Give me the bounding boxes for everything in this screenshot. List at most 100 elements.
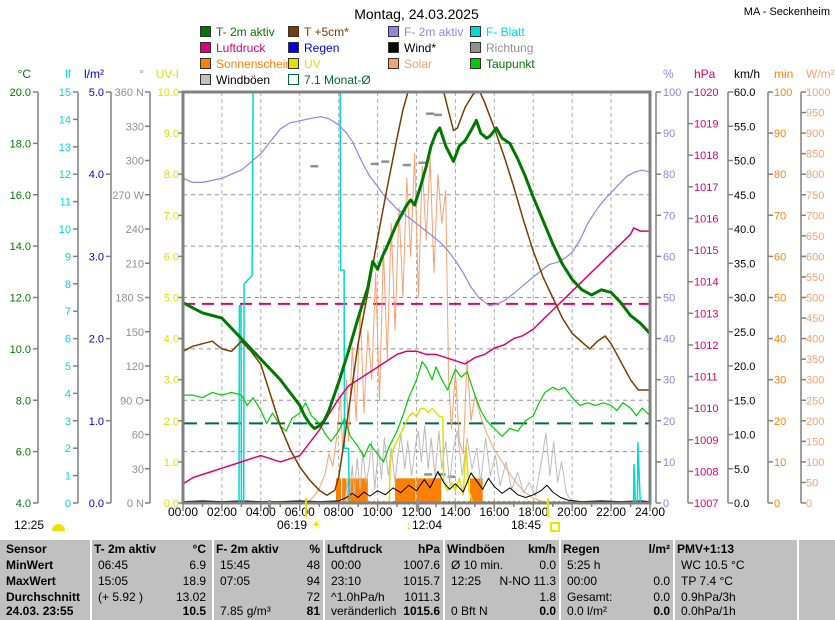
table-cell-value: 6.9 [189, 558, 206, 572]
table-cell: Ø 10 min. [451, 558, 504, 572]
noon-label: 12:04 [412, 518, 443, 532]
temp-axis: °C 20.0 18.0 16.0 14.0 12.0 10.0 8.0 6.0 4.0 [10, 67, 39, 510]
tick-label: 1.0 [164, 457, 179, 469]
tick-label: 80 [663, 169, 675, 181]
tick-label: 900 [806, 128, 824, 140]
legend-label: Regen [304, 40, 340, 55]
table-cell: 23:10 [331, 574, 362, 588]
station-name: MA - Seckenheim [743, 6, 830, 18]
noon-arrow-icon: ↓ [406, 518, 412, 532]
tick-label: 0.0 [734, 498, 749, 510]
tick-label: 5 [65, 361, 71, 373]
humidity-axis-unit-label: % [663, 67, 674, 81]
table-cell-value: 0.0 [539, 604, 556, 618]
table-cell-value: 0.0 [653, 604, 670, 618]
table-cell: 0.0 l/m² [567, 604, 608, 618]
table-cell: 0 Bft N [451, 604, 488, 618]
tick-label: 30 [663, 375, 675, 387]
table-col-unit: % [309, 542, 320, 556]
table-cell-value: 94 [306, 574, 320, 588]
tick-label: 1008 [694, 466, 718, 478]
table-cell: 00:00 [331, 558, 362, 572]
series-solar [183, 153, 650, 503]
temp-axis-unit-label: °C [18, 67, 32, 81]
legend-swatch-icon [200, 74, 211, 85]
tick-label: 20.0 [10, 87, 31, 99]
tick-label: 13 [59, 142, 71, 154]
tick-label: 950 [806, 108, 824, 120]
sun-markers-row: 12:25 06:19 ☀ ↓12:04 18:45 [14, 518, 560, 532]
legend-swatch-icon [288, 58, 299, 69]
time-tick-label: 02:00 [207, 505, 237, 519]
tick-label: 1000 [806, 87, 830, 99]
legend-label: Taupunkt [486, 56, 535, 71]
table-separator [559, 540, 561, 620]
legend-item-f-2m-aktiv: F- 2m aktiv [388, 25, 463, 39]
table-row-label: Durchschnitt [6, 590, 81, 604]
table-cell: TP 7.4 °C [681, 574, 733, 588]
tick-label: 20 [663, 416, 675, 428]
tick-label: 55.0 [734, 121, 755, 133]
tick-label: 850 [806, 149, 824, 161]
tick-label: 25.0 [734, 327, 755, 339]
tick-label: 240 [126, 224, 144, 236]
legend-swatch-icon [288, 74, 299, 85]
tick-label: 60.0 [734, 87, 755, 99]
legend-item-t-2m-aktiv: T- 2m aktiv [200, 25, 275, 39]
wind-axis-unit-label: km/h [734, 67, 760, 81]
sensor-summary-table: Sensor MinWert MaxWert Durchschnitt 24.03. 2… [0, 540, 835, 620]
table-cell: 15:05 [98, 574, 129, 588]
series-sonnenschein [335, 478, 483, 503]
noon-marker: ↓12:04 [406, 518, 442, 532]
tick-label: 180 S [115, 293, 144, 305]
table-cell: ^1.0hPa/h [331, 590, 385, 604]
legend-swatch-icon [288, 26, 299, 37]
legend-label: Windböen [216, 72, 271, 87]
tick-label: 300 [806, 375, 824, 387]
table-cell: 0.0hPa/1h [681, 604, 736, 618]
tick-label: 1010 [694, 403, 718, 415]
tick-label: 1013 [694, 308, 718, 320]
tick-label: 40.0 [734, 224, 755, 236]
legend-item-solar: Solar [388, 57, 432, 71]
gust-time-label: 12:25 [14, 518, 45, 532]
tick-label: 14.0 [10, 241, 31, 253]
tick-label: 0 [774, 498, 780, 510]
legend-item-t-5cm-: T +5cm* [288, 25, 349, 39]
table-col-unit: °C [192, 542, 206, 556]
tick-label: 60 [774, 251, 786, 263]
time-tick-label: 14:00 [440, 505, 470, 519]
tick-label: 10.0 [10, 344, 31, 356]
tick-label: 1014 [694, 277, 718, 289]
table-cell: 00:00 [567, 574, 598, 588]
table-cell: 7.85 g/m³ [220, 604, 271, 618]
tick-label: 4.0 [89, 169, 104, 181]
table-cell: 0.9hPa/3h [681, 590, 736, 604]
time-tick-label: 00:00 [168, 505, 198, 519]
sunset-label: 18:45 [511, 518, 542, 532]
rain-axis-unit-label: l/m² [84, 67, 104, 81]
table-cell-value: 81 [306, 604, 320, 618]
sunshine-block [342, 478, 347, 503]
legend-swatch-icon [388, 42, 399, 53]
table-cell-value: 48 [306, 558, 320, 572]
tick-label: 10.0 [158, 87, 179, 99]
table-separator [90, 540, 92, 620]
tick-label: 550 [806, 272, 824, 284]
legend-item-regen: Regen [288, 40, 340, 55]
tick-label: 2.0 [164, 416, 179, 428]
series-f2m [183, 116, 650, 307]
table-separator [797, 540, 799, 620]
table-row-label: 24.03. 23:55 [6, 604, 74, 618]
tick-label: 6.0 [164, 251, 179, 263]
tick-label: 70 [663, 210, 675, 222]
time-tick-label: 08:00 [324, 505, 354, 519]
tick-label: 100 [774, 87, 792, 99]
tick-label: 3.0 [89, 251, 104, 263]
time-tick-label: 18:00 [518, 505, 548, 519]
page-title: Montag, 24.03.2025 [354, 6, 479, 22]
tick-label: 350 [806, 354, 824, 366]
tick-label: 50 [806, 477, 818, 489]
